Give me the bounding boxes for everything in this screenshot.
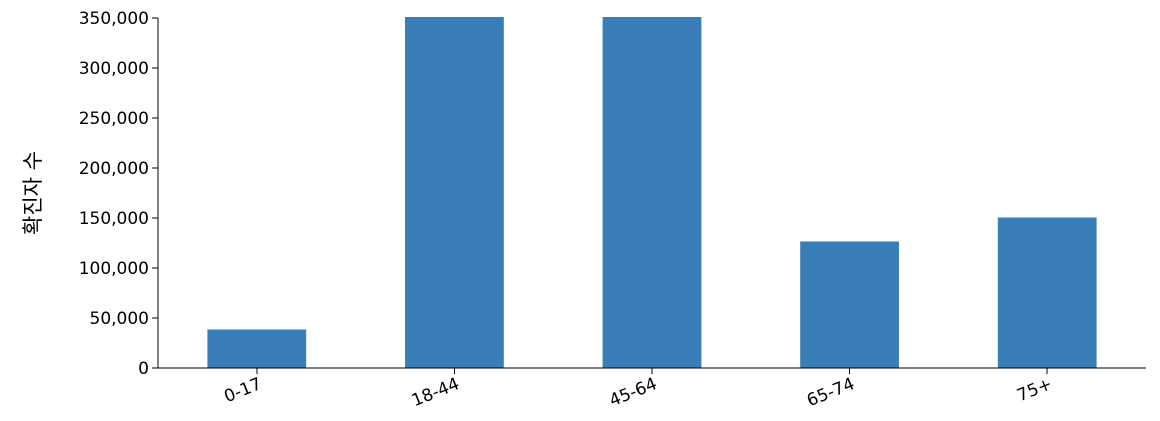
y-tick-label: 0	[138, 359, 149, 379]
x-tick-label: 18-44	[409, 374, 462, 411]
y-tick-label: 200,000	[79, 159, 149, 179]
y-tick-label: 300,000	[79, 59, 149, 79]
x-axis-ticks: 0-17 18-44 45-64 65-74 75+	[221, 368, 1055, 411]
y-tick-label: 250,000	[79, 109, 149, 129]
bar-65-74	[800, 241, 899, 368]
bar-75+	[997, 217, 1097, 368]
bar-45-64	[602, 17, 702, 368]
x-tick-label: 0-17	[221, 374, 264, 407]
x-tick-label: 65-74	[804, 374, 857, 411]
x-tick-label: 45-64	[607, 374, 660, 411]
bar-18-44	[405, 17, 504, 368]
y-axis-label: 확진자 수	[21, 151, 45, 235]
bar-0-17	[207, 329, 307, 368]
y-tick-label: 150,000	[79, 209, 149, 229]
y-axis-ticks: 0 50,000 100,000 150,000 200,000 250,000 300,0…	[79, 9, 158, 379]
y-tick-label: 50,000	[90, 309, 149, 329]
x-tick-label: 75+	[1014, 374, 1055, 406]
y-tick-label: 350,000	[79, 9, 149, 29]
y-tick-label: 100,000	[79, 259, 149, 279]
bars	[207, 17, 1097, 368]
